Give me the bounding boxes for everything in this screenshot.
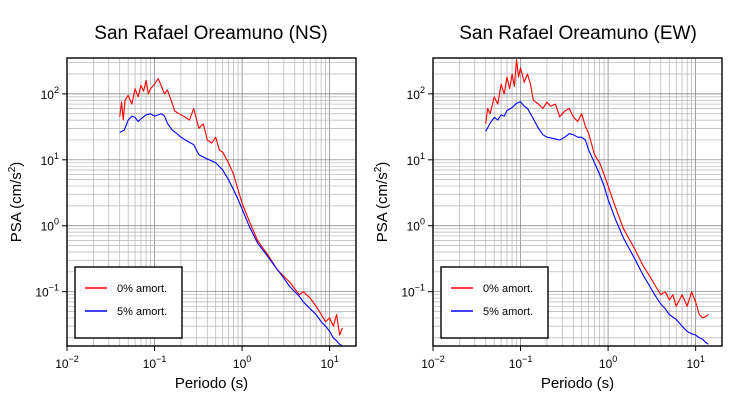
legend-label-amort-0: 0% amort. <box>117 283 167 295</box>
y-tick-label: 100 <box>407 217 425 234</box>
y-axis-label: PSA (cm/s2) <box>373 162 391 243</box>
series-line-amort-0 <box>485 59 709 319</box>
x-tick-base: 10 <box>599 357 613 371</box>
chart-title: San Rafael Oreamuno (NS) <box>94 23 327 44</box>
x-tick-base: 10 <box>233 357 247 371</box>
x-tick-exponent: −1 <box>522 354 532 364</box>
x-axis-label: Periodo (s) <box>541 375 614 392</box>
y-tick-label: 102 <box>407 85 425 102</box>
x-tick-label: 101 <box>686 354 704 371</box>
x-tick-label: 10−2 <box>55 354 79 371</box>
y-tick-exponent: 1 <box>54 151 59 161</box>
x-tick-base: 10 <box>320 357 334 371</box>
legend-label-amort-0: 0% amort. <box>483 283 533 295</box>
y-tick-label: 100 <box>41 217 59 234</box>
y-tick-label: 10−1 <box>401 283 425 300</box>
y-tick-base: 10 <box>41 220 55 234</box>
y-tick-exponent: −1 <box>415 283 425 293</box>
legend-box <box>440 266 549 339</box>
x-tick-exponent: 0 <box>612 354 617 364</box>
x-tick-label: 10−2 <box>421 354 445 371</box>
legend-label-amort-5: 5% amort. <box>483 306 533 318</box>
y-tick-base: 10 <box>407 88 421 102</box>
x-tick-label: 10−1 <box>509 354 533 371</box>
y-tick-exponent: 1 <box>420 151 425 161</box>
y-tick-base: 10 <box>35 286 49 300</box>
y-axis-label-superscript: 2 <box>373 166 384 172</box>
y-axis-label-main: PSA (cm/s <box>374 172 391 242</box>
x-tick-label: 101 <box>320 354 338 371</box>
y-tick-label: 101 <box>41 151 59 168</box>
y-tick-exponent: 0 <box>54 217 59 227</box>
x-tick-label: 100 <box>599 354 617 371</box>
x-tick-exponent: −2 <box>435 354 445 364</box>
y-axis-label-tail: ) <box>8 162 25 167</box>
x-tick-exponent: 1 <box>700 354 705 364</box>
y-tick-base: 10 <box>41 88 55 102</box>
y-tick-base: 10 <box>401 286 415 300</box>
legend: 0% amort. 5% amort. <box>74 266 183 339</box>
x-tick-base: 10 <box>421 357 435 371</box>
y-tick-label: 102 <box>41 85 59 102</box>
y-axis-label-tail: ) <box>374 162 391 167</box>
y-tick-exponent: −1 <box>49 283 59 293</box>
y-tick-exponent: 2 <box>54 85 59 95</box>
y-axis-label-main: PSA (cm/s <box>8 172 25 242</box>
x-tick-base: 10 <box>686 357 700 371</box>
plot-frame <box>66 57 357 347</box>
x-tick-exponent: −2 <box>69 354 79 364</box>
legend: 0% amort. 5% amort. <box>440 266 549 339</box>
series-line-amort-0 <box>119 78 343 336</box>
x-tick-label: 100 <box>233 354 251 371</box>
y-axis-label: PSA (cm/s2) <box>7 162 25 243</box>
chart-title: San Rafael Oreamuno (EW) <box>459 23 697 44</box>
y-tick-base: 10 <box>407 220 421 234</box>
series-line-amort-5 <box>485 101 709 345</box>
y-tick-label: 101 <box>407 151 425 168</box>
x-tick-exponent: 1 <box>334 354 339 364</box>
x-tick-base: 10 <box>143 357 157 371</box>
y-tick-label: 10−1 <box>35 283 59 300</box>
y-tick-base: 10 <box>41 154 55 168</box>
x-axis-label: Periodo (s) <box>175 375 248 392</box>
y-tick-exponent: 2 <box>420 85 425 95</box>
plot-frame <box>432 57 723 347</box>
legend-box <box>74 266 183 339</box>
x-tick-base: 10 <box>55 357 69 371</box>
x-tick-exponent: −1 <box>156 354 166 364</box>
y-axis-label-superscript: 2 <box>7 166 18 172</box>
x-tick-exponent: 0 <box>246 354 251 364</box>
legend-label-amort-5: 5% amort. <box>117 306 167 318</box>
x-tick-base: 10 <box>509 357 523 371</box>
y-tick-base: 10 <box>407 154 421 168</box>
x-tick-label: 10−1 <box>143 354 167 371</box>
series-line-amort-5 <box>119 113 343 347</box>
y-tick-exponent: 0 <box>420 217 425 227</box>
